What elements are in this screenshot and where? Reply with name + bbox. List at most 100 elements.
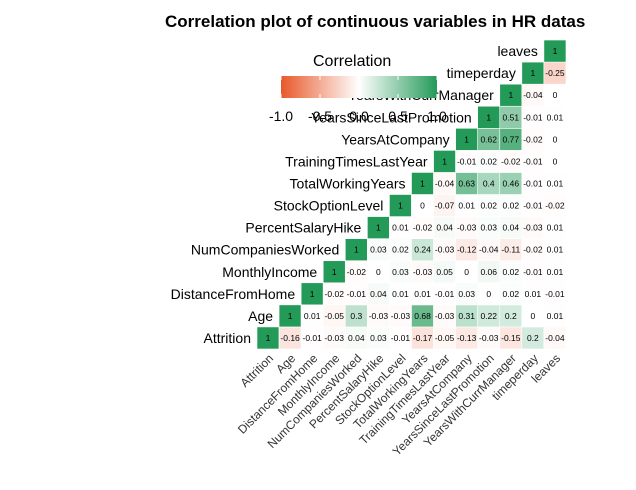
legend-tick-label: -1.0: [269, 108, 293, 124]
cell-label-Attrition-YearsSinceLastPromotion: -0.03: [479, 333, 499, 343]
cell-label-NumCompaniesWorked-leaves: 0.01: [547, 245, 564, 255]
legend-tick-label: 0.5: [388, 108, 408, 124]
cell-label-DistanceFromHome-YearsAtCompany: 0.03: [458, 289, 475, 299]
cell-label-DistanceFromHome-leaves: -0.01: [545, 289, 565, 299]
cell-label-YearsAtCompany-YearsAtCompany: 1: [464, 134, 469, 144]
legend-colorbar: [281, 76, 437, 98]
cell-label-Age-TotalWorkingYears: 0.68: [414, 311, 431, 321]
cell-label-MonthlyIncome-TotalWorkingYears: -0.03: [413, 267, 433, 277]
cell-label-PercentSalaryHike-YearsWithCurrManager: 0.04: [503, 223, 520, 233]
cell-label-DistanceFromHome-NumCompaniesWorked: -0.01: [347, 289, 367, 299]
cell-label-YearsSinceLastPromotion-YearsWithCurrManager: 0.51: [503, 112, 520, 122]
cell-label-TotalWorkingYears-YearsWithCurrManager: 0.46: [503, 178, 520, 188]
cell-label-PercentSalaryHike-TotalWorkingYears: -0.02: [413, 223, 433, 233]
cell-label-Age-MonthlyIncome: -0.05: [325, 311, 345, 321]
cell-label-TotalWorkingYears-TotalWorkingYears: 1: [420, 178, 425, 188]
row-label-Attrition: Attrition: [204, 330, 251, 346]
cell-label-MonthlyIncome-PercentSalaryHike: 0: [376, 267, 381, 277]
cell-label-Attrition-YearsAtCompany: -0.13: [457, 333, 477, 343]
legend-ticks: -1.0 -0.5 0.0 0.5 1.0: [269, 76, 447, 124]
cell-label-DistanceFromHome-YearsWithCurrManager: 0.02: [503, 289, 520, 299]
cell-label-StockOptionLevel-YearsWithCurrManager: 0.02: [503, 201, 520, 211]
cell-label-YearsSinceLastPromotion-YearsSinceLastPromotion: 1: [486, 112, 491, 122]
heatmap-cells: 1 -0.16 -0.01 -0.03 0.04 0.03 -0.01 -0.17 -0.05-…: [256, 39, 567, 350]
legend-tick-label: 0.0: [349, 108, 369, 124]
row-label-TrainingTimesLastYear: TrainingTimesLastYear: [285, 153, 428, 169]
legend: Correlation -1.0 -0.5 0.0 0.5 1.0: [269, 53, 447, 124]
cell-label-Attrition-YearsWithCurrManager: -0.15: [501, 333, 521, 343]
cell-label-TotalWorkingYears-TrainingTimesLastYear: -0.04: [435, 178, 455, 188]
cell-label-NumCompaniesWorked-NumCompaniesWorked: 1: [354, 245, 359, 255]
cell-label-Attrition-PercentSalaryHike: 0.03: [370, 333, 387, 343]
cell-label-MonthlyIncome-YearsSinceLastPromotion: 0.06: [480, 267, 497, 277]
cell-label-NumCompaniesWorked-YearsSinceLastPromotion: -0.04: [479, 245, 499, 255]
cell-label-DistanceFromHome-DistanceFromHome: 1: [310, 289, 315, 299]
cell-label-Age-TrainingTimesLastYear: -0.03: [435, 311, 455, 321]
cell-label-TotalWorkingYears-YearsSinceLastPromotion: 0.4: [483, 178, 495, 188]
cell-label-Attrition-timeperday: 0.2: [527, 333, 539, 343]
cell-label-TrainingTimesLastYear-YearsWithCurrManager: -0.02: [501, 156, 521, 166]
cell-label-YearsAtCompany-YearsWithCurrManager: 0.77: [503, 134, 520, 144]
chart-title: Correlation plot of continuous variables…: [165, 12, 585, 31]
cell-label-TrainingTimesLastYear-timeperday: -0.01: [523, 156, 543, 166]
cell-label-timeperday-leaves: -0.25: [545, 68, 565, 78]
cell-label-PercentSalaryHike-YearsAtCompany: -0.03: [457, 223, 477, 233]
row-label-TotalWorkingYears: TotalWorkingYears: [290, 175, 406, 191]
cell-label-NumCompaniesWorked-PercentSalaryHike: 0.03: [370, 245, 387, 255]
cell-label-YearsAtCompany-leaves: 0: [553, 134, 558, 144]
cell-label-Age-YearsWithCurrManager: 0.2: [505, 311, 517, 321]
cell-label-StockOptionLevel-leaves: -0.02: [545, 201, 565, 211]
cell-label-TotalWorkingYears-leaves: 0.01: [547, 178, 564, 188]
cell-label-StockOptionLevel-YearsAtCompany: 0.01: [458, 201, 475, 211]
cell-label-YearsSinceLastPromotion-timeperday: -0.01: [523, 112, 543, 122]
cell-label-timeperday-timeperday: 1: [531, 68, 536, 78]
row-label-MonthlyIncome: MonthlyIncome: [222, 264, 317, 280]
cell-label-StockOptionLevel-StockOptionLevel: 1: [398, 201, 403, 211]
cell-label-YearsSinceLastPromotion-leaves: 0.01: [547, 112, 564, 122]
cell-label-Attrition-TrainingTimesLastYear: -0.05: [435, 333, 455, 343]
cell-label-Attrition-Age: -0.16: [280, 333, 300, 343]
cell-label-Age-leaves: 0.01: [547, 311, 564, 321]
cell-label-MonthlyIncome-leaves: 0.01: [547, 267, 564, 277]
cell-leaves-leaves: [543, 39, 567, 63]
cell-label-NumCompaniesWorked-TotalWorkingYears: 0.24: [414, 245, 431, 255]
cell-label-Attrition-TotalWorkingYears: -0.17: [413, 333, 433, 343]
row-label-DistanceFromHome: DistanceFromHome: [171, 286, 296, 302]
cell-label-MonthlyIncome-NumCompaniesWorked: -0.02: [347, 267, 367, 277]
cell-label-Attrition-NumCompaniesWorked: 0.04: [348, 333, 365, 343]
legend-tick-label: 1.0: [427, 108, 447, 124]
cell-label-YearsAtCompany-timeperday: -0.02: [523, 134, 543, 144]
cell-label-Age-YearsAtCompany: 0.31: [458, 311, 475, 321]
cell-label-StockOptionLevel-timeperday: -0.01: [523, 201, 543, 211]
cell-label-NumCompaniesWorked-TrainingTimesLastYear: -0.03: [435, 245, 455, 255]
cell-label-MonthlyIncome-StockOptionLevel: 0.03: [392, 267, 409, 277]
cell-label-PercentSalaryHike-PercentSalaryHike: 1: [376, 223, 381, 233]
cell-label-TrainingTimesLastYear-leaves: 0: [553, 156, 558, 166]
cell-label-Attrition-leaves: -0.04: [545, 333, 565, 343]
cell-label-PercentSalaryHike-TrainingTimesLastYear: 0.04: [436, 223, 453, 233]
cell-label-Age-DistanceFromHome: 0.01: [304, 311, 321, 321]
row-label-NumCompaniesWorked: NumCompaniesWorked: [191, 242, 339, 258]
cell-label-DistanceFromHome-TrainingTimesLastYear: -0.01: [435, 289, 455, 299]
cell-label-StockOptionLevel-YearsSinceLastPromotion: 0.02: [480, 201, 497, 211]
cell-label-DistanceFromHome-YearsSinceLastPromotion: 0: [486, 289, 491, 299]
cell-label-MonthlyIncome-YearsAtCompany: 0: [464, 267, 469, 277]
cell-label-Attrition-MonthlyIncome: -0.03: [325, 333, 345, 343]
cell-label-TrainingTimesLastYear-YearsAtCompany: -0.01: [457, 156, 477, 166]
cell-label-MonthlyIncome-TrainingTimesLastYear: 0.05: [436, 267, 453, 277]
cell-label-PercentSalaryHike-YearsSinceLastPromotion: 0.03: [480, 223, 497, 233]
cell-label-TotalWorkingYears-timeperday: -0.01: [523, 178, 543, 188]
cell-label-Attrition-StockOptionLevel: -0.01: [391, 333, 411, 343]
cell-label-DistanceFromHome-MonthlyIncome: -0.02: [325, 289, 345, 299]
cell-label-NumCompaniesWorked-timeperday: -0.02: [523, 245, 543, 255]
cell-label-TrainingTimesLastYear-YearsSinceLastPromotion: 0.02: [480, 156, 497, 166]
cell-label-NumCompaniesWorked-YearsAtCompany: -0.12: [457, 245, 477, 255]
cell-label-PercentSalaryHike-StockOptionLevel: 0.01: [392, 223, 409, 233]
cell-label-NumCompaniesWorked-YearsWithCurrManager: -0.11: [501, 245, 520, 255]
cell-label-Age-YearsSinceLastPromotion: 0.22: [480, 311, 497, 321]
cell-label-Age-Age: 1: [288, 311, 293, 321]
cell-label-Age-timeperday: 0: [531, 311, 536, 321]
row-label-YearsSinceLastPromotion: YearsSinceLastPromotion: [311, 109, 472, 125]
cell-label-StockOptionLevel-TrainingTimesLastYear: -0.07: [435, 201, 455, 211]
